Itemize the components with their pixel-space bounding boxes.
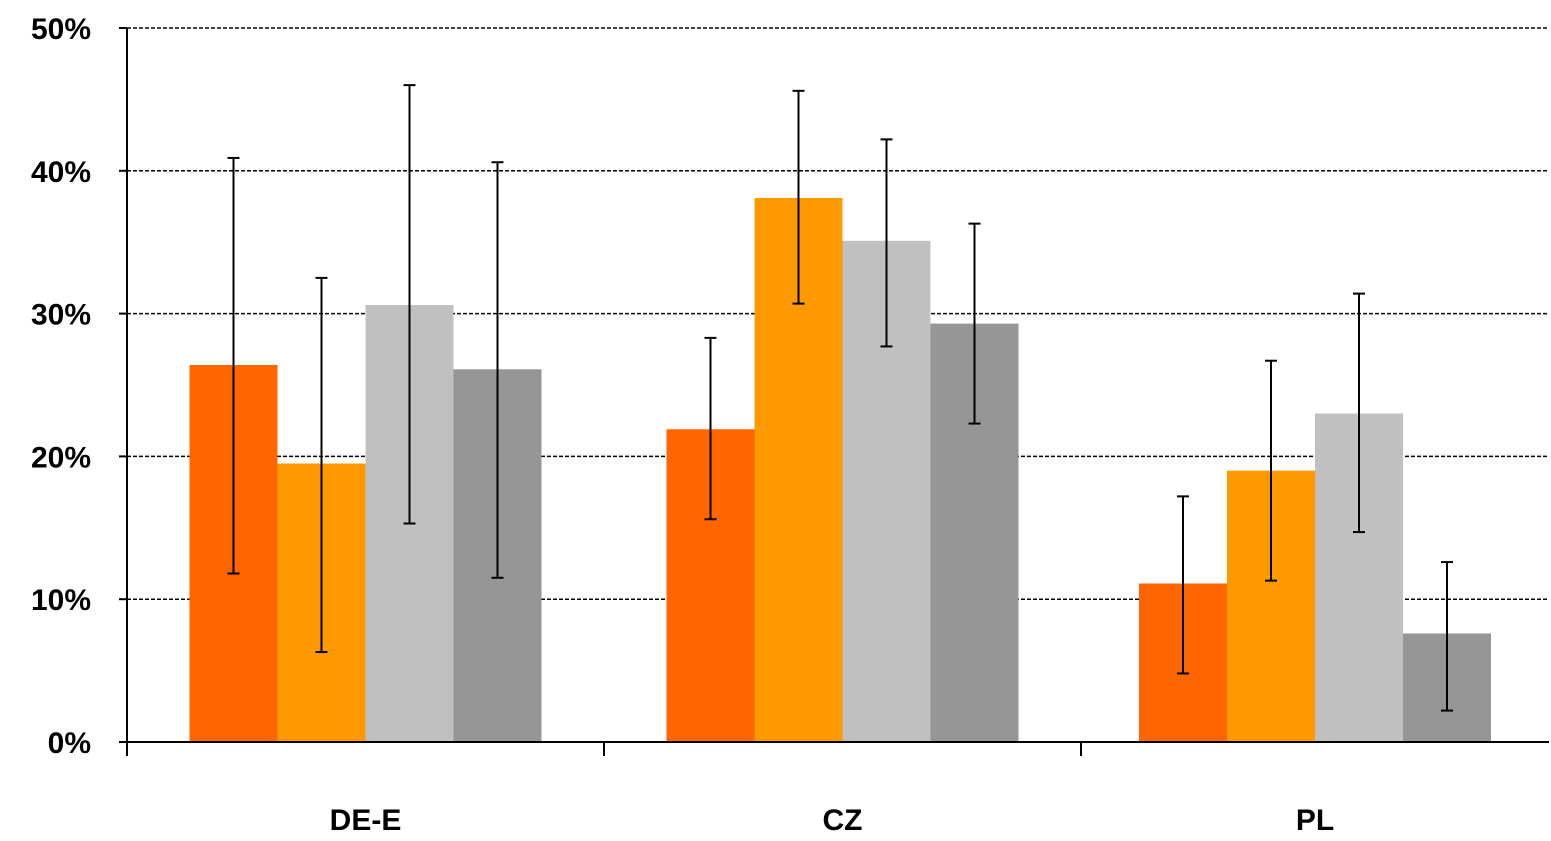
bars (189, 197, 1491, 742)
y-tick-label: 20% (31, 441, 91, 474)
y-tick-label: 0% (48, 727, 91, 760)
category-label-de-e: DE-E (330, 804, 402, 837)
y-tick-label: 30% (31, 299, 91, 332)
category-labels: DE-E CZ PL (330, 804, 1335, 837)
error-bars (227, 84, 1453, 712)
axes (119, 27, 1549, 756)
y-tick-label: 40% (31, 156, 91, 189)
y-tick-labels: 0% 10% 20% 30% 40% 50% (31, 13, 91, 760)
y-tick-label: 10% (31, 584, 91, 617)
y-tick-label: 50% (31, 13, 91, 46)
category-label-pl: PL (1296, 804, 1334, 837)
category-label-cz: CZ (823, 804, 863, 837)
